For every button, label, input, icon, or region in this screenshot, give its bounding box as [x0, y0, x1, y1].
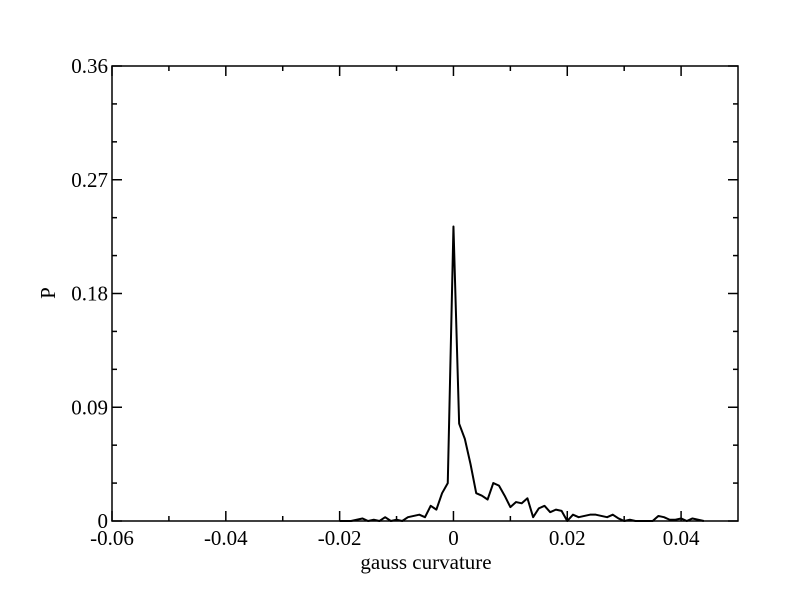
y-axis-label: P	[36, 287, 60, 299]
y-tick-label: 0.18	[71, 282, 108, 306]
data-line	[339, 225, 705, 522]
plot-frame	[111, 65, 739, 522]
x-tick-label: 0.02	[549, 526, 586, 550]
x-tick-label: 0.04	[663, 526, 700, 550]
y-tick-label: 0.09	[71, 395, 108, 419]
x-tick-label: 0	[448, 526, 459, 550]
x-tick-label: -0.02	[318, 526, 362, 550]
x-axis-label: gauss curvature	[360, 550, 491, 574]
y-tick-label: 0	[98, 509, 109, 533]
y-tick-label: 0.27	[71, 168, 108, 192]
x-tick-label: -0.06	[90, 526, 134, 550]
x-tick-label: -0.04	[204, 526, 248, 550]
y-tick-label: 0.36	[71, 54, 108, 78]
